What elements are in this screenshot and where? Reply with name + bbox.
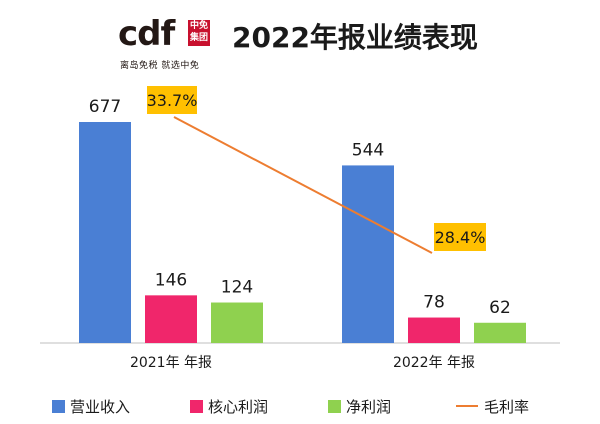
- logo-seal: 中免集团: [188, 20, 210, 46]
- legend-item-core-profit: 核心利润: [190, 394, 268, 418]
- data-label-revenue-2: 544: [352, 140, 384, 160]
- bar-core-profit-1: [145, 295, 197, 343]
- legend-item-revenue: 营业收入: [52, 394, 130, 418]
- data-label-net-profit-2: 62: [489, 298, 511, 318]
- margin-line: [173, 116, 433, 254]
- bar-core-profit-2: [408, 317, 460, 343]
- legend-label-revenue: 营业收入: [70, 397, 131, 416]
- data-label-core-profit-1: 146: [155, 270, 187, 290]
- bar-net-profit-1: [211, 302, 263, 343]
- legend-swatch-core-profit: [190, 399, 203, 413]
- legend-label-core-profit: 核心利润: [208, 397, 269, 416]
- logo-wordmark: cdf: [118, 14, 175, 54]
- legend-label-gross-margin: 毛利率: [484, 397, 530, 416]
- legend-line-gross-margin: [456, 405, 478, 407]
- company-logo: cdf 中免集团 离岛免税 就选中免: [118, 14, 218, 72]
- legend-label-net-profit: 净利润: [346, 397, 392, 416]
- logo-seal-text: 中免集团: [189, 21, 208, 43]
- margin-label-1: 33.7%: [147, 91, 198, 110]
- legend-swatch-revenue: [52, 399, 65, 413]
- x-tick-label-1: 2021年 年报: [130, 355, 212, 371]
- margin-label-bg-1: [147, 86, 197, 114]
- chart-title: 2022年报业绩表现: [232, 21, 478, 54]
- bar-revenue-2: [342, 165, 394, 343]
- data-label-revenue-1: 677: [89, 97, 121, 117]
- margin-label-2: 28.4%: [435, 228, 486, 247]
- data-label-net-profit-1: 124: [221, 278, 253, 298]
- x-tick-label-2: 2022年 年报: [393, 355, 475, 371]
- legend-item-gross-margin: 毛利率: [456, 394, 529, 418]
- chart-legend: 营业收入 核心利润 净利润 毛利率: [0, 394, 600, 418]
- bar-revenue-1: [79, 122, 131, 343]
- bar-net-profit-2: [474, 322, 526, 343]
- margin-label-bg-2: [434, 223, 486, 251]
- legend-swatch-net-profit: [328, 399, 341, 413]
- logo-tagline: 离岛免税 就选中免: [120, 61, 200, 71]
- data-label-core-profit-2: 78: [423, 293, 445, 313]
- legend-item-net-profit: 净利润: [328, 394, 391, 418]
